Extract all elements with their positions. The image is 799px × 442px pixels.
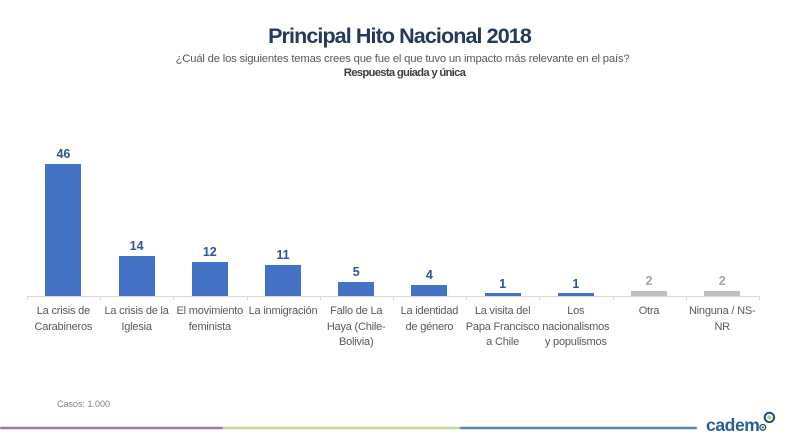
svg-text:cadem: cadem (706, 415, 759, 435)
